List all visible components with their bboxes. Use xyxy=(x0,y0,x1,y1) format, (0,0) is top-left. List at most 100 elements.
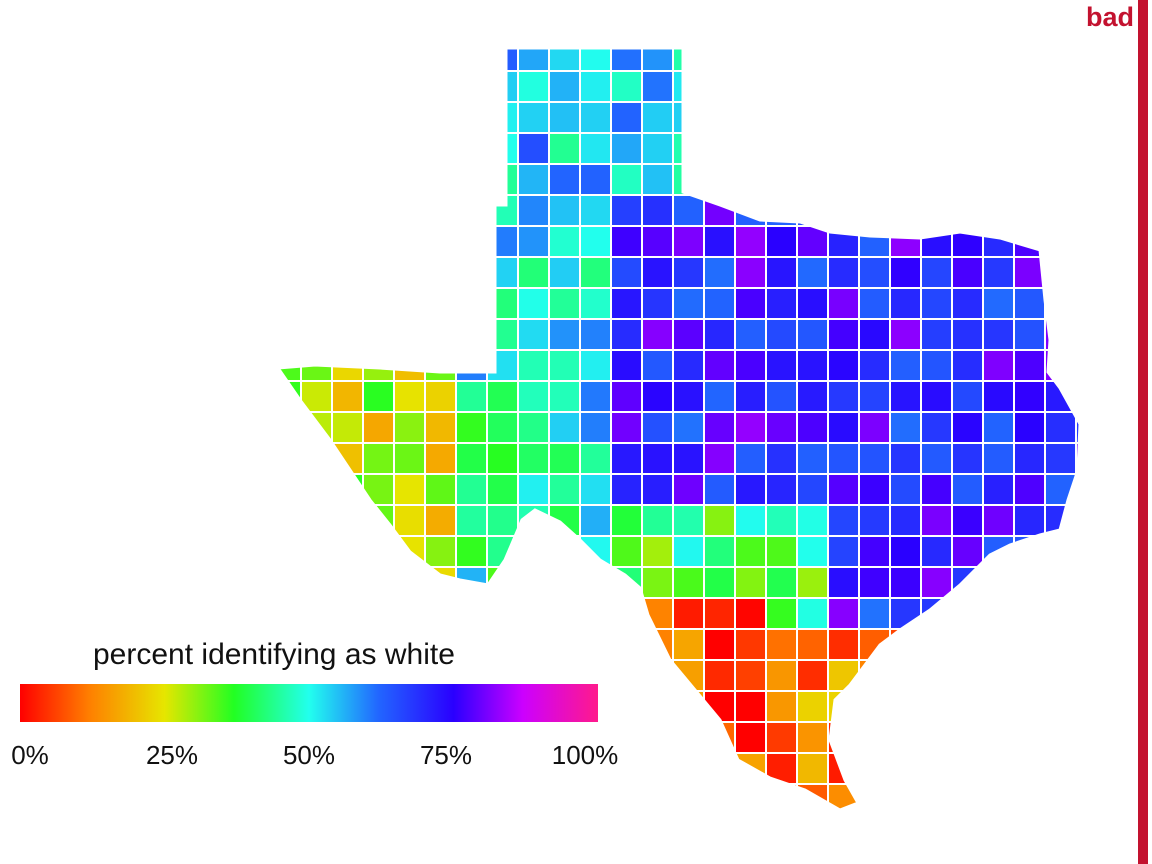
county xyxy=(765,690,798,723)
county xyxy=(797,815,828,846)
county xyxy=(827,597,860,630)
county xyxy=(858,535,891,568)
county xyxy=(889,566,922,599)
county xyxy=(579,70,612,103)
county xyxy=(641,256,674,289)
county xyxy=(455,163,488,196)
county xyxy=(610,349,643,382)
county xyxy=(641,163,674,196)
county xyxy=(486,628,519,661)
county xyxy=(734,101,767,134)
county xyxy=(827,535,860,568)
county xyxy=(827,70,860,103)
county xyxy=(1075,225,1080,258)
legend-tick-0: 0% xyxy=(11,740,49,770)
county xyxy=(765,70,798,103)
county xyxy=(1044,690,1077,723)
county xyxy=(672,752,705,785)
county xyxy=(641,535,674,568)
county xyxy=(393,225,426,258)
county xyxy=(982,504,1015,537)
county xyxy=(734,535,767,568)
county xyxy=(827,659,860,692)
county xyxy=(951,628,984,661)
county xyxy=(424,473,457,506)
county xyxy=(858,783,891,810)
county xyxy=(425,815,456,846)
county xyxy=(1013,628,1046,661)
county xyxy=(455,597,488,630)
county xyxy=(859,815,890,846)
county xyxy=(672,70,705,103)
county xyxy=(393,442,426,475)
county xyxy=(920,349,953,382)
county xyxy=(858,380,891,413)
county xyxy=(610,783,643,810)
county xyxy=(579,287,612,320)
county xyxy=(1044,256,1077,289)
county xyxy=(827,287,860,320)
county xyxy=(579,442,612,475)
county xyxy=(424,287,457,320)
county xyxy=(278,194,302,227)
county xyxy=(579,473,612,506)
county xyxy=(703,442,736,475)
county xyxy=(889,690,922,723)
county xyxy=(920,442,953,475)
county xyxy=(300,783,333,810)
county xyxy=(641,380,674,413)
legend-tick-50: 50% xyxy=(283,740,335,770)
county xyxy=(548,194,581,227)
county xyxy=(889,380,922,413)
county xyxy=(331,70,364,103)
county xyxy=(393,256,426,289)
county xyxy=(982,70,1015,103)
county xyxy=(278,163,302,196)
county xyxy=(362,473,395,506)
county xyxy=(796,535,829,568)
county xyxy=(362,318,395,351)
county xyxy=(672,225,705,258)
county xyxy=(858,194,891,227)
county xyxy=(1013,194,1046,227)
county xyxy=(393,597,426,630)
county xyxy=(889,349,922,382)
county xyxy=(827,442,860,475)
county xyxy=(703,628,736,661)
county xyxy=(641,783,674,810)
county xyxy=(734,566,767,599)
county xyxy=(517,101,550,134)
county xyxy=(734,504,767,537)
county xyxy=(579,225,612,258)
county xyxy=(951,318,984,351)
county xyxy=(517,411,550,444)
county xyxy=(765,132,798,165)
county xyxy=(424,504,457,537)
county xyxy=(641,690,674,723)
county xyxy=(1075,380,1080,413)
county xyxy=(331,225,364,258)
county xyxy=(827,411,860,444)
county xyxy=(641,411,674,444)
county xyxy=(486,473,519,506)
county xyxy=(951,690,984,723)
county xyxy=(796,411,829,444)
county xyxy=(672,256,705,289)
county xyxy=(796,163,829,196)
county xyxy=(1075,783,1080,810)
county xyxy=(734,411,767,444)
county xyxy=(734,287,767,320)
county xyxy=(549,815,580,846)
county xyxy=(982,48,1015,72)
county xyxy=(765,442,798,475)
county xyxy=(393,101,426,134)
county xyxy=(796,659,829,692)
county xyxy=(858,225,891,258)
county xyxy=(703,256,736,289)
county xyxy=(920,256,953,289)
county xyxy=(579,628,612,661)
county xyxy=(424,318,457,351)
county xyxy=(641,318,674,351)
county xyxy=(703,752,736,785)
county xyxy=(827,194,860,227)
